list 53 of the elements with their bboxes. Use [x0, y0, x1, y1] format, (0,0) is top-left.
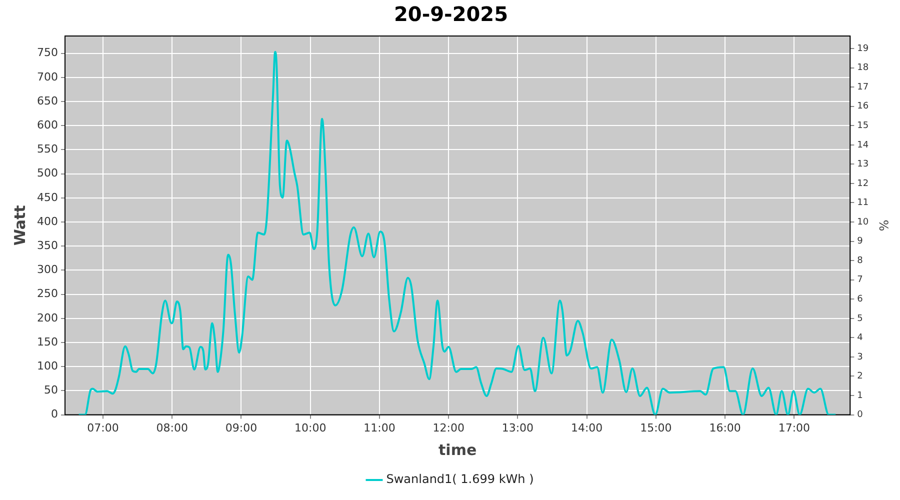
y-tick-label: 700	[36, 70, 58, 84]
y2-tick-label: 2	[857, 372, 863, 382]
y2-tick-label: 17	[857, 82, 869, 92]
y2-tick-label: 11	[857, 198, 869, 208]
y-tick-label: 50	[44, 384, 58, 397]
y2-tick-label: 13	[857, 160, 869, 170]
y2-tick-label: 3	[857, 352, 863, 362]
y2-tick-label: 15	[857, 120, 869, 131]
y2-tick-label: 6	[857, 294, 864, 304]
y2-tick-label: 19	[857, 44, 869, 54]
x-tick-label: 16:00	[709, 421, 741, 434]
y2-axis-title: %	[876, 220, 891, 232]
y2-tick-label: 14	[857, 140, 869, 150]
line-series	[78, 50, 837, 415]
x-tick-label: 07:00	[87, 421, 119, 434]
y-tick-label: 500	[36, 166, 58, 180]
y-tick-label: 450	[36, 190, 58, 204]
y2-tick-label: 5	[857, 314, 863, 324]
x-tick-label: 09:00	[225, 421, 258, 434]
y2-tick-label: 8	[857, 256, 864, 266]
y2-tick-label: 16	[857, 102, 869, 112]
x-tick-label: 11:00	[364, 421, 396, 434]
y2-tick-label: 0	[857, 410, 864, 420]
y2-tick-label: 1	[857, 390, 863, 401]
y2-tick-label: 7	[857, 275, 863, 286]
y-axis-title: Watt	[10, 205, 29, 246]
y-tick-label: 150	[36, 335, 58, 348]
y-tick-label: 400	[36, 214, 58, 228]
y2-tick-label: 12	[857, 178, 869, 189]
y-tick-label: 650	[36, 94, 58, 108]
y2-tick-label: 10	[857, 217, 869, 228]
y-tick-label: 100	[36, 359, 58, 372]
y-tick-label: 200	[36, 311, 58, 324]
chart-title: 20-9-2025	[394, 2, 508, 26]
x-tick-label: 13:00	[502, 421, 534, 434]
y2-tick-label: 18	[857, 63, 869, 74]
y-tick-label: 250	[36, 287, 58, 300]
x-tick-label: 15:00	[640, 421, 672, 434]
y-tick-label: 750	[36, 46, 58, 60]
y-tick-label: 600	[36, 118, 58, 132]
x-tick-label: 14:00	[570, 421, 603, 434]
x-axis-title: time	[438, 440, 477, 459]
y2-tick-label: 4	[857, 333, 864, 344]
y-tick-label: 350	[36, 238, 58, 252]
x-tick-label: 10:00	[294, 421, 326, 434]
x-tick-label: 12:00	[432, 421, 464, 434]
y2-tick-label: 9	[857, 236, 864, 247]
y-tick-label: 550	[36, 142, 58, 156]
y-tick-label: 0	[50, 408, 58, 421]
x-tick-label: 17:00	[778, 421, 810, 434]
x-tick-label: 08:00	[156, 421, 188, 434]
legend-label: Swanland1( 1.699 kWh )	[386, 472, 534, 486]
y-tick-label: 300	[36, 263, 58, 276]
